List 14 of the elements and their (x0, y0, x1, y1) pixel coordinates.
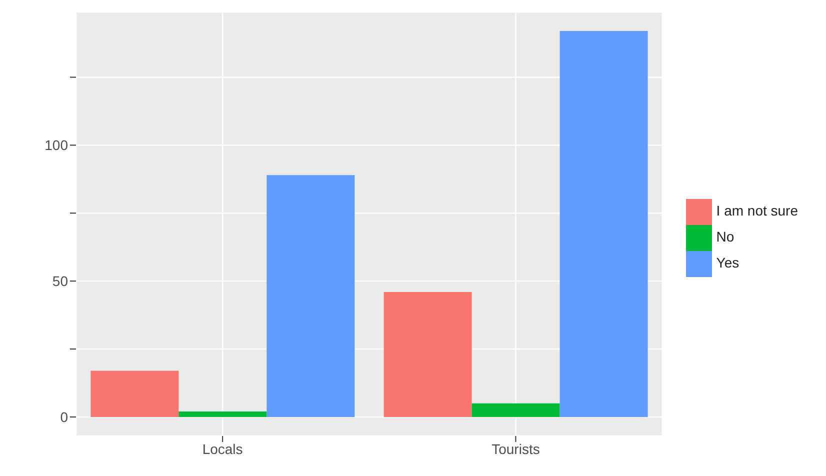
legend-label: I am not sure (716, 202, 798, 219)
x-tick-label: Tourists (492, 440, 540, 457)
legend-label: Yes (716, 254, 740, 271)
bar (178, 412, 267, 417)
bar (472, 403, 560, 417)
y-tick-label: 50 (52, 273, 68, 290)
bar (560, 31, 648, 417)
bar (90, 370, 179, 417)
legend-label: No (716, 228, 734, 245)
bar (266, 175, 355, 417)
y-tick-label: 0 (60, 408, 68, 425)
bar (384, 292, 472, 417)
y-tick-label: 100 (44, 137, 68, 154)
x-tick-label: Locals (202, 440, 243, 457)
